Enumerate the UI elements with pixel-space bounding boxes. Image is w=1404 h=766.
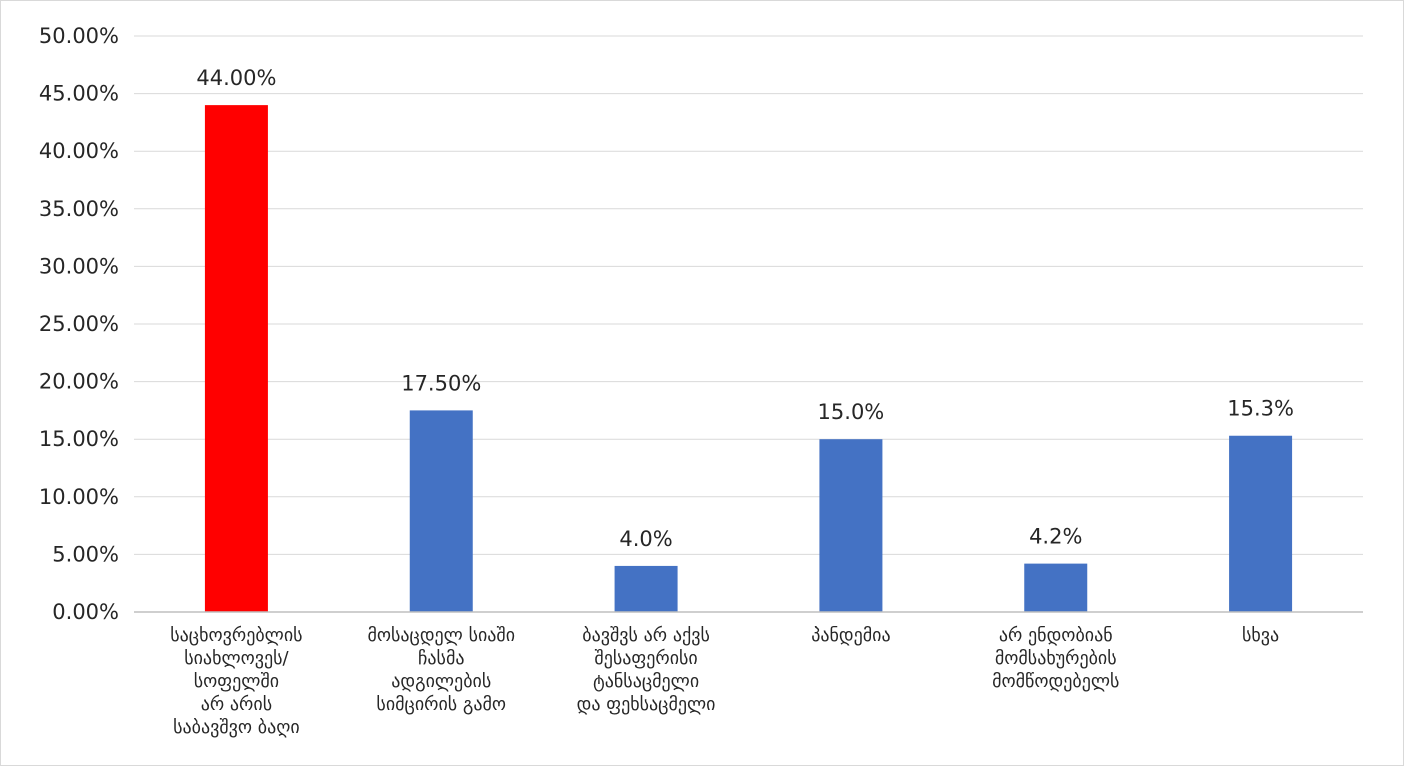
gridlines (134, 35, 1363, 555)
category-label-line: მომწოდებელს (992, 671, 1119, 692)
category-label-line: შესაფერისი (594, 648, 697, 669)
category-label: პანდემია (811, 625, 890, 646)
data-label: 15.3% (1227, 397, 1294, 421)
data-label: 15.0% (818, 400, 885, 424)
bar (819, 439, 883, 612)
category-label-line: არ ენდობიან (999, 625, 1113, 646)
bar (204, 105, 268, 613)
y-tick-label: 35.00% (39, 197, 119, 221)
y-tick-label: 45.00% (39, 82, 119, 106)
category-label-line: საცხოვრებლის (170, 625, 302, 646)
y-tick-label: 20.00% (39, 370, 119, 394)
category-label-line: არ არის (201, 694, 272, 715)
data-label: 4.0% (619, 527, 672, 551)
y-tick-label: 50.00% (39, 24, 119, 48)
category-label-line: ჩასმა (418, 648, 465, 669)
category-label-line: და ფეხსაცმელი (577, 694, 716, 715)
category-label-line: ბავშვს არ აქვს (582, 625, 710, 646)
y-tick-label: 15.00% (39, 427, 119, 451)
y-tick-label: 25.00% (39, 312, 119, 336)
y-tick-label: 0.00% (52, 600, 119, 624)
data-labels: 44.00% 17.50% 4.0% 15.0% 4.2% 15.3% (196, 66, 1294, 551)
data-label: 4.2% (1029, 525, 1082, 549)
category-label-line: სიახლოვეს/ (184, 648, 289, 669)
data-label: 17.50% (401, 371, 481, 395)
y-tick-label: 40.00% (39, 139, 119, 163)
category-label-line: მომსახურების (995, 648, 1117, 669)
y-tick-label: 30.00% (39, 254, 119, 278)
category-label-line: მოსაცდელ სიაში (367, 625, 515, 646)
category-label: სხვა (1242, 625, 1279, 646)
category-label-line: პანდემია (811, 625, 890, 646)
data-label: 44.00% (196, 66, 276, 90)
y-tick-label: 10.00% (39, 485, 119, 509)
y-axis-tick-labels: 0.00% 5.00% 10.00% 15.00% 20.00% 25.00% 30.00%… (39, 24, 119, 624)
bar (1229, 435, 1293, 612)
category-label-line: სოფელში (194, 671, 279, 692)
category-label-line: სიმცირის გამო (376, 694, 506, 715)
bar (1024, 563, 1088, 612)
category-label-line: სხვა (1242, 625, 1279, 646)
bars (204, 105, 1293, 613)
bar (614, 565, 678, 612)
y-tick-label: 5.00% (52, 542, 119, 566)
bar (409, 410, 473, 612)
category-label-line: ტანსაცმელი (593, 671, 699, 692)
category-label-line: საბავშვო ბაღი (173, 717, 300, 738)
category-label-line: ადგილების (391, 671, 491, 692)
